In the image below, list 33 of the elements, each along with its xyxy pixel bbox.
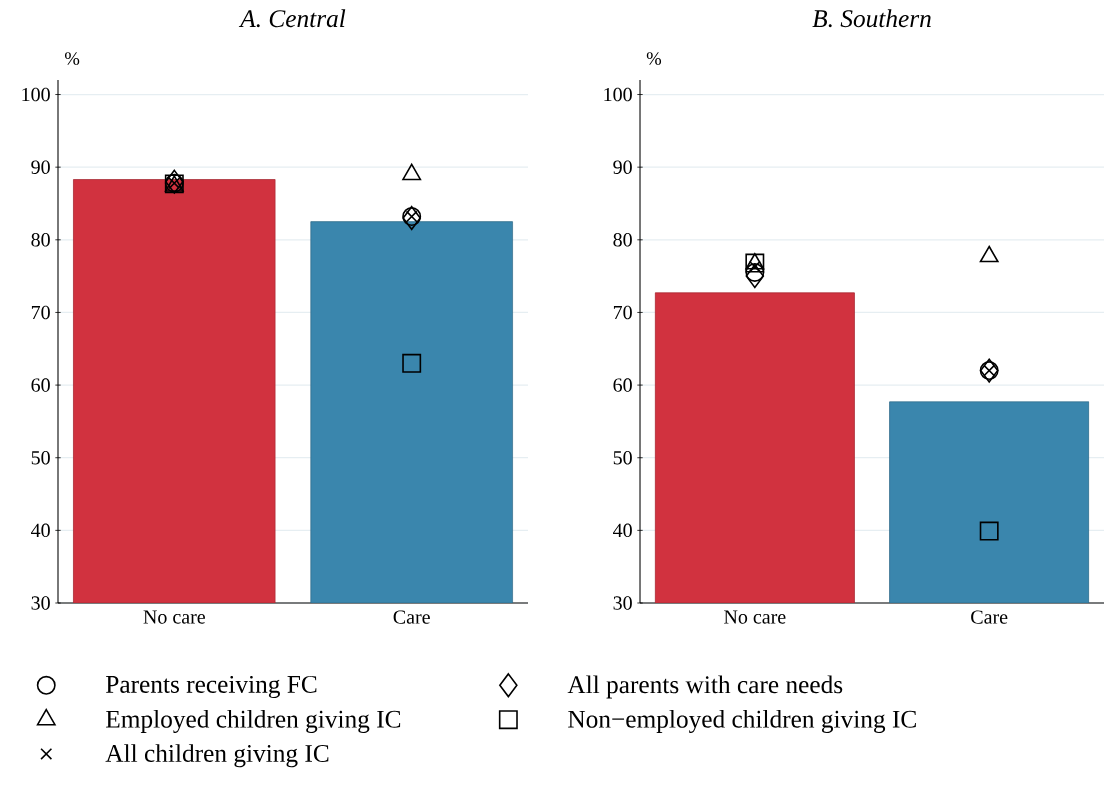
y-tick-label: 90 [31, 160, 50, 174]
y-axis-title: % [646, 52, 662, 65]
x-tick-label: No care [143, 610, 205, 624]
y-tick-label: 80 [31, 233, 50, 247]
y-tick-label: 100 [604, 87, 632, 102]
legend-label: Non−employed children giving IC [568, 709, 916, 733]
legend-label: Employed children giving IC [106, 709, 401, 733]
point [165, 169, 184, 194]
point [402, 353, 422, 373]
legend-label: All parents with care needs [567, 675, 843, 699]
y-tick-label: 60 [31, 378, 50, 392]
point [402, 205, 421, 231]
x-tick-label: Care [393, 610, 430, 624]
y-tick-label: 70 [31, 305, 50, 320]
legend-label: All children giving IC [105, 744, 329, 768]
y-tick-label: 40 [613, 523, 632, 538]
y-tick-label: 100 [22, 87, 50, 102]
chart-title: B. Southern [812, 9, 931, 28]
y-tick-label: 80 [613, 233, 632, 247]
y-tick-label: 50 [613, 450, 632, 465]
point [979, 521, 999, 541]
x-tick-label: No care [724, 610, 786, 624]
y-tick-label: 40 [31, 523, 50, 538]
chart-title: A. Central [238, 9, 346, 28]
y-tick-label: 60 [613, 378, 632, 392]
y-tick-label: 90 [613, 160, 632, 174]
y-tick-label: 50 [31, 450, 50, 465]
legend-label: Parents receiving FC [106, 675, 317, 699]
y-tick-label: 30 [31, 596, 50, 610]
y-axis-title: % [64, 52, 80, 65]
y-tick-label: 70 [613, 305, 632, 320]
y-tick-label: 30 [613, 596, 632, 610]
x-tick-label: Care [971, 610, 1008, 624]
